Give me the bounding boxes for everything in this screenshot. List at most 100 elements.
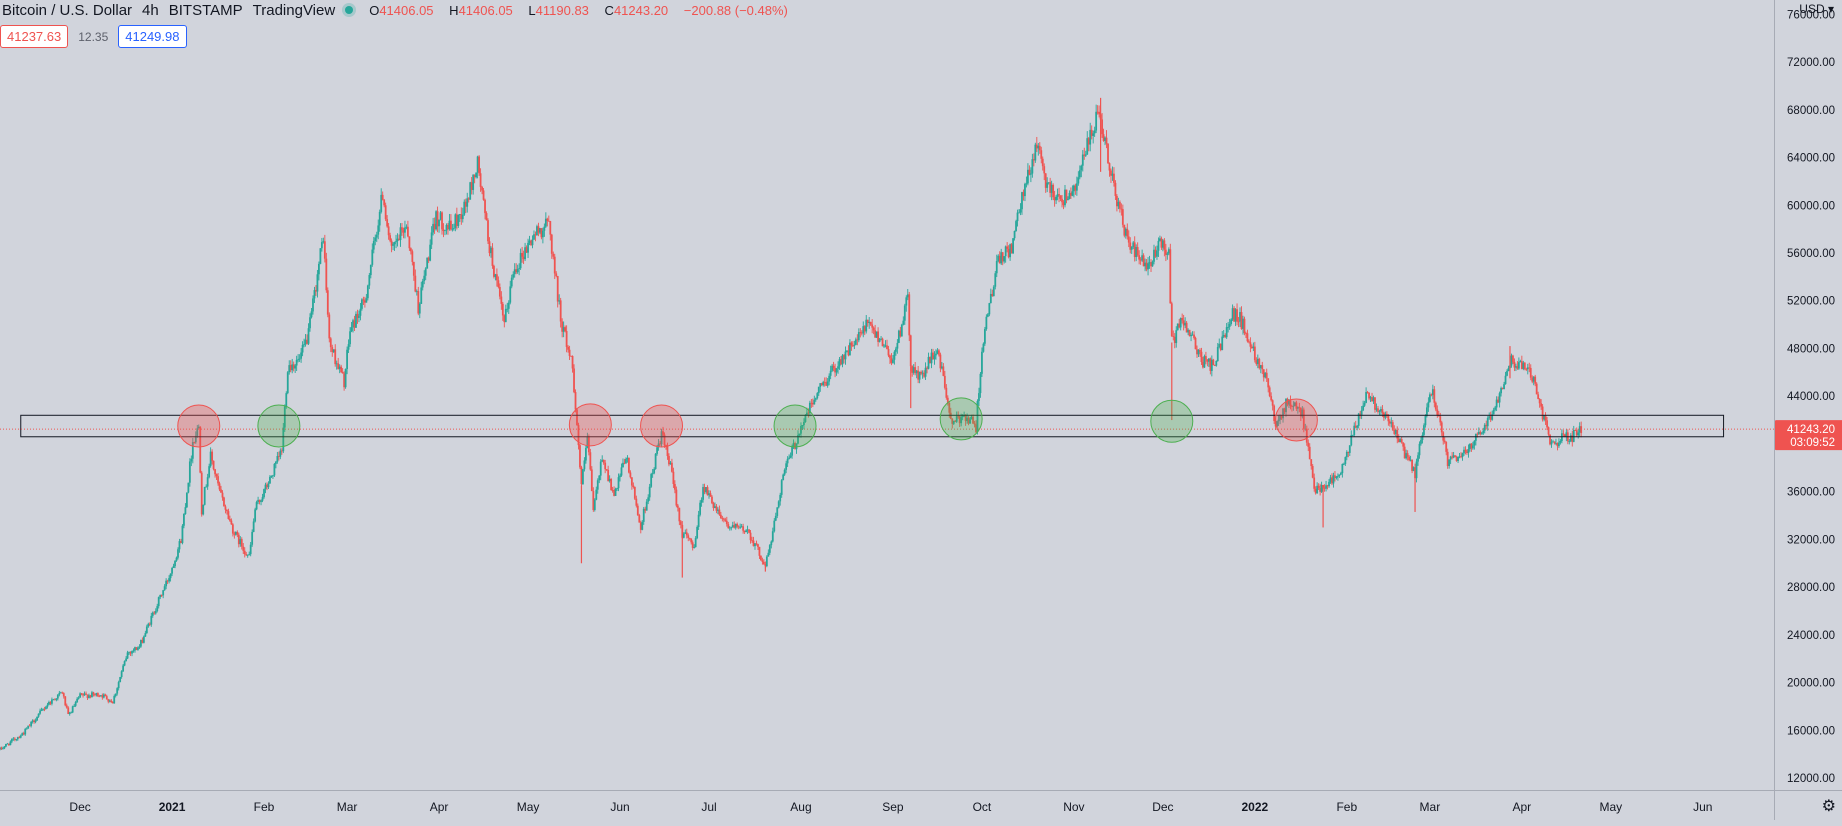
- candle-body: [1010, 244, 1013, 254]
- candle-body: [886, 345, 888, 350]
- candle-body: [252, 521, 255, 532]
- candle-body: [1077, 177, 1080, 184]
- candle-body: [1025, 183, 1028, 185]
- time-scale[interactable]: Dec 2021 Feb Mar Apr May Jun Jul Aug Sep Oct Nov Dec…: [0, 790, 1774, 820]
- candlestick-chart[interactable]: [0, 0, 1774, 790]
- candle-body: [414, 275, 417, 292]
- candle-body: [565, 331, 568, 347]
- candle-body: [74, 702, 77, 706]
- candle-body: [540, 228, 543, 238]
- gear-icon[interactable]: ⚙: [1821, 798, 1836, 815]
- candle-body: [292, 364, 295, 369]
- candle-body: [1294, 402, 1296, 406]
- candle-body: [1488, 416, 1491, 418]
- current-price-label: 41243.20: [1787, 424, 1835, 436]
- buy-button[interactable]: 41249.98: [118, 25, 187, 48]
- candle-body: [1500, 387, 1502, 394]
- candle-body: [1012, 238, 1014, 254]
- candle-body: [0, 747, 3, 749]
- candle-body: [1028, 169, 1031, 175]
- candle-body: [533, 234, 535, 240]
- candle-body: [49, 701, 52, 704]
- candle-body: [245, 554, 248, 556]
- candle-body: [229, 518, 231, 521]
- candle-body: [1341, 464, 1344, 474]
- candle-body: [122, 665, 125, 672]
- candle-body: [51, 699, 53, 704]
- candle-body: [1230, 319, 1233, 324]
- sell-button[interactable]: 41237.63: [0, 25, 69, 48]
- chart-pane[interactable]: Bitcoin / U.S. Dollar 4h BITSTAMP Tradin…: [0, 0, 1774, 790]
- price-tick-label: 64000.00: [1787, 153, 1835, 165]
- currency-selector[interactable]: USD ▾: [1799, 2, 1834, 16]
- candle-body: [1015, 221, 1017, 232]
- candle-body: [1310, 459, 1313, 467]
- candle-body: [482, 190, 485, 200]
- candle-body: [1512, 355, 1514, 362]
- candle-body: [98, 696, 101, 698]
- candle-body: [745, 530, 747, 533]
- candle-body: [401, 227, 403, 231]
- candle-body: [1282, 408, 1284, 419]
- candle-body: [525, 247, 528, 253]
- candle-body: [549, 221, 552, 235]
- candle-body: [1288, 400, 1290, 405]
- candle-body: [1279, 415, 1281, 420]
- interval[interactable]: 4h: [142, 1, 159, 19]
- candle-body: [1439, 416, 1442, 423]
- candle-body: [1329, 477, 1332, 482]
- candle-body: [355, 313, 357, 328]
- candle-body: [961, 415, 964, 418]
- candle-body: [1035, 144, 1038, 149]
- candle-body: [1187, 329, 1190, 333]
- candle-body: [1338, 474, 1341, 476]
- candle-body: [1116, 195, 1118, 207]
- candle-body: [288, 365, 291, 373]
- symbol-name[interactable]: Bitcoin / U.S. Dollar: [2, 1, 133, 19]
- candle-body: [1556, 443, 1559, 447]
- candle-body: [45, 706, 47, 709]
- candle-body: [700, 499, 703, 503]
- candle-body: [1246, 333, 1249, 342]
- candle-body: [1519, 361, 1522, 363]
- candle-body: [1474, 433, 1477, 441]
- candle-body: [577, 425, 580, 446]
- candle-body: [786, 458, 789, 464]
- candle-body: [151, 612, 154, 616]
- candle-body: [1108, 163, 1111, 171]
- candle-body: [906, 294, 909, 298]
- candle-body: [319, 248, 322, 264]
- candle-body: [774, 515, 777, 521]
- candle-body: [350, 327, 353, 332]
- candle-body: [1571, 435, 1574, 442]
- candle-body: [1124, 228, 1127, 236]
- candle-body: [231, 524, 234, 534]
- candle-body: [967, 417, 970, 424]
- candle-body: [580, 467, 583, 485]
- candle-body: [1032, 159, 1035, 161]
- candle-body: [230, 520, 233, 525]
- candle-body: [85, 693, 87, 695]
- candle-body: [1574, 430, 1577, 431]
- candle-body: [1245, 333, 1247, 334]
- candle-body: [123, 661, 126, 666]
- candle-body: [153, 612, 156, 614]
- candle-body: [22, 733, 25, 735]
- candle-body: [334, 349, 337, 365]
- candle-body: [1477, 431, 1480, 434]
- candle-body: [1259, 365, 1262, 369]
- candle-body: [682, 533, 685, 538]
- candle-body: [1345, 451, 1348, 458]
- candle-body: [1418, 443, 1421, 456]
- candle-body: [1087, 138, 1090, 145]
- open-value: 41406.05: [379, 2, 434, 18]
- candle-body: [694, 538, 697, 548]
- candle-body: [1093, 130, 1096, 134]
- candle-body: [227, 511, 230, 519]
- candle-body: [765, 556, 768, 567]
- candle-body: [838, 359, 841, 367]
- candle-body: [699, 502, 702, 515]
- price-scale[interactable]: 12000.00 16000.00 20000.00 24000.00 28000.00…: [1774, 0, 1842, 790]
- candle-body: [1276, 421, 1279, 427]
- candle-body: [395, 241, 397, 243]
